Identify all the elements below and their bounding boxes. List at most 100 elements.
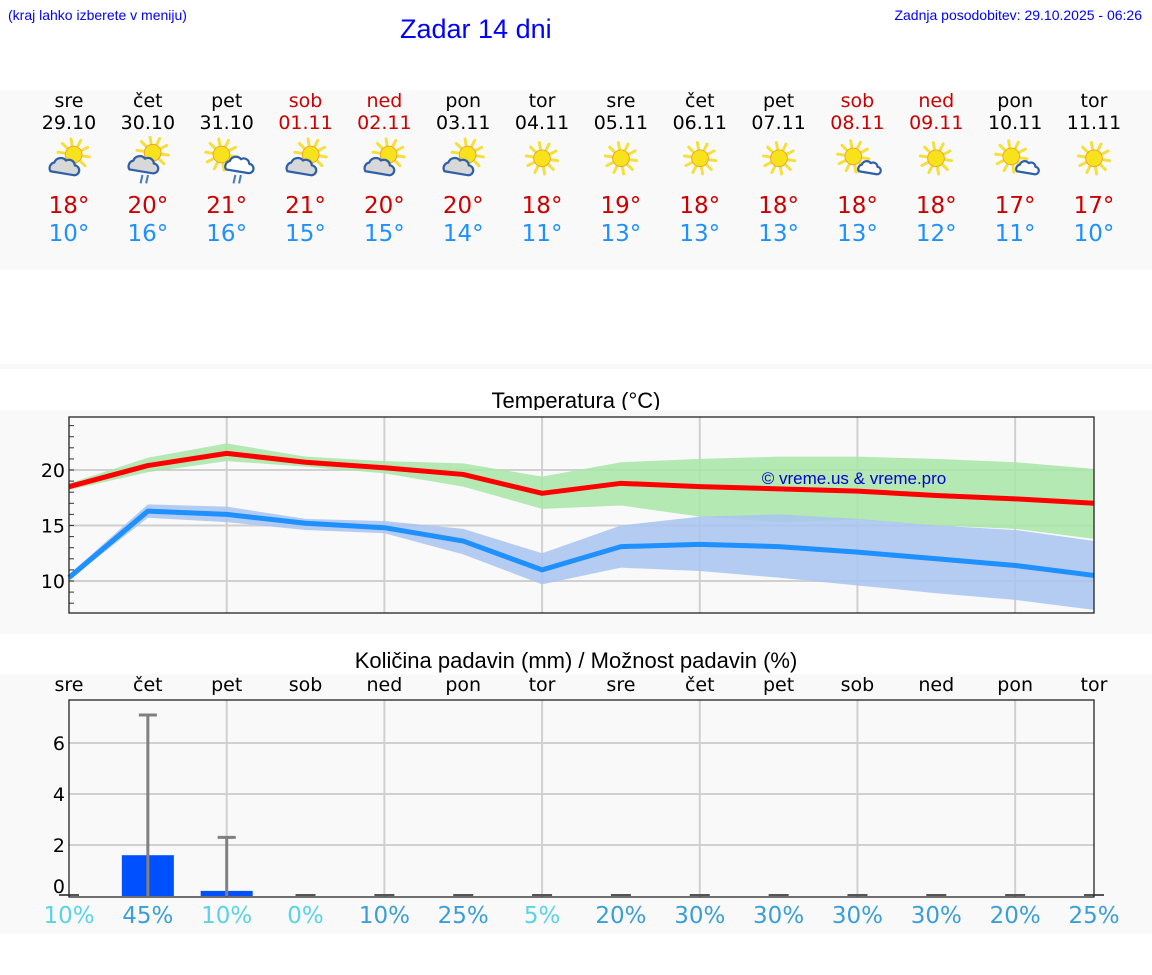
day-date: 29.10 — [41, 112, 97, 134]
day-name: ned — [918, 90, 955, 112]
temperature-chart-title: Temperatura (°C) — [491, 388, 661, 413]
precip-chance-label: 30% — [831, 903, 884, 929]
svg-text:15: 15 — [41, 516, 65, 538]
precip-chance-label: 30% — [910, 903, 962, 929]
last-update: Zadnja posodobitev: 29.10.2025 - 06:26 — [894, 7, 1142, 23]
precip-day-label: sob — [288, 674, 323, 696]
forecast-day: sre 29.10 18° 10° — [30, 90, 108, 248]
min-temperature: 15° — [363, 221, 405, 247]
svg-text:0: 0 — [53, 876, 65, 898]
precip-chance-label: 0% — [287, 903, 324, 929]
forecast-day: pon 10.11 17° 11° — [976, 90, 1054, 248]
min-temperature: 15° — [285, 221, 326, 247]
min-temperature: 16° — [206, 221, 248, 247]
forecast-days: sre 29.10 18° 10° čet 30.10 20° 16° pet 31.10 21° 1… — [0, 90, 1152, 270]
sun-icon — [761, 141, 796, 176]
precip-chance-label: 30% — [674, 903, 726, 929]
partly-cloudy-icon — [48, 137, 91, 177]
max-temperature: 20° — [442, 193, 484, 219]
precip-chance-label: 10% — [43, 903, 95, 929]
min-temperature: 13° — [600, 221, 642, 247]
max-temperature: 20° — [363, 193, 405, 219]
precip-day-labels: sre čet pet sob ned pon tor sre čet pet sob ned pon t… — [0, 674, 1152, 698]
precip-day-label: ned — [918, 674, 955, 696]
max-temperature: 21° — [206, 193, 248, 219]
forecast-day: pet 31.10 21° 16° — [188, 90, 266, 248]
svg-text:10: 10 — [41, 571, 65, 593]
day-name: sre — [54, 90, 84, 112]
precip-chance-label: 45% — [122, 903, 174, 929]
location-menu-hint: (kraj lahko izberete v meniju) — [8, 7, 187, 23]
forecast-day: sob 08.11 18° 13° — [818, 90, 896, 248]
day-name: sob — [840, 90, 875, 112]
svg-text:20: 20 — [41, 460, 65, 482]
day-date: 30.10 — [120, 112, 176, 134]
day-name: ned — [366, 90, 403, 112]
forecast-day: pet 07.11 18° 13° — [740, 90, 818, 248]
max-temperature: 18° — [837, 193, 878, 219]
precip-day-label: pon — [445, 674, 482, 696]
day-name: pon — [997, 90, 1033, 112]
partly-cloudy-icon — [285, 137, 328, 177]
min-temperature: 11° — [994, 221, 1036, 247]
day-date: 05.11 — [593, 112, 649, 134]
precip-day-label: čet — [684, 674, 715, 696]
forecast-panel — [0, 90, 1152, 270]
sun-icon — [682, 141, 717, 176]
precip-chance-label: 10% — [358, 903, 410, 929]
sun-icon — [919, 141, 954, 176]
precip-chance-label: 20% — [989, 903, 1041, 929]
forecast-day: ned 09.11 18° 12° — [897, 90, 975, 248]
page-title: Zadar 14 dni — [400, 14, 552, 44]
precip-day-label: pet — [211, 674, 243, 696]
precip-chance-label: 25% — [437, 903, 489, 929]
forecast-day: ned 02.11 20° 15° — [345, 90, 423, 248]
min-temperature: 16° — [127, 221, 169, 247]
partly-cloudy-icon — [363, 137, 407, 177]
day-date: 08.11 — [830, 112, 885, 134]
day-name: tor — [1080, 90, 1108, 112]
day-name: pet — [211, 90, 243, 112]
forecast-day: sre 05.11 19° 13° — [582, 90, 660, 248]
min-temperature: 12° — [915, 221, 957, 247]
precip-chance-label: 30% — [753, 903, 805, 929]
day-name: tor — [528, 90, 556, 112]
partly-cloudy-rain-icon — [127, 136, 170, 184]
day-date: 01.11 — [278, 112, 333, 134]
watermark: © vreme.us & vreme.pro — [762, 469, 946, 488]
precip-chance-label: 20% — [595, 903, 647, 929]
sun-small-cloud-icon — [994, 139, 1041, 176]
precip-day-label: ned — [366, 674, 403, 696]
svg-text:2: 2 — [53, 835, 65, 857]
max-temperature: 18° — [48, 193, 90, 219]
max-temperature: 18° — [758, 193, 799, 219]
svg-text:6: 6 — [53, 733, 65, 755]
day-name: sre — [606, 90, 636, 112]
forecast-day: čet 06.11 18° 13° — [661, 90, 739, 248]
svg-text:4: 4 — [53, 784, 65, 806]
min-temperature: 13° — [837, 221, 878, 247]
min-temperature: 10° — [48, 221, 90, 247]
max-temperature: 18° — [521, 193, 563, 219]
sun-small-cloud-icon — [836, 139, 883, 176]
day-date: 11.11 — [1066, 112, 1122, 134]
forecast-day: pon 03.11 20° 14° — [424, 90, 502, 248]
sun-icon — [1076, 141, 1112, 176]
max-temperature: 21° — [285, 193, 326, 219]
day-date: 04.11 — [514, 112, 570, 134]
day-date: 06.11 — [672, 112, 727, 134]
precip-day-label: pon — [997, 674, 1033, 696]
max-temperature: 20° — [127, 193, 169, 219]
precip-chart-title: Količina padavin (mm) / Možnost padavin … — [354, 648, 798, 673]
precip-chance-label: 25% — [1068, 903, 1120, 929]
day-date: 03.11 — [436, 112, 491, 134]
day-date: 02.11 — [357, 112, 412, 134]
precip-day-label: tor — [1080, 674, 1108, 696]
day-name: sob — [288, 90, 323, 112]
max-temperature: 18° — [915, 193, 957, 219]
precip-day-label: sre — [606, 674, 636, 696]
partly-cloudy-icon — [442, 137, 486, 177]
day-name: čet — [684, 90, 715, 112]
